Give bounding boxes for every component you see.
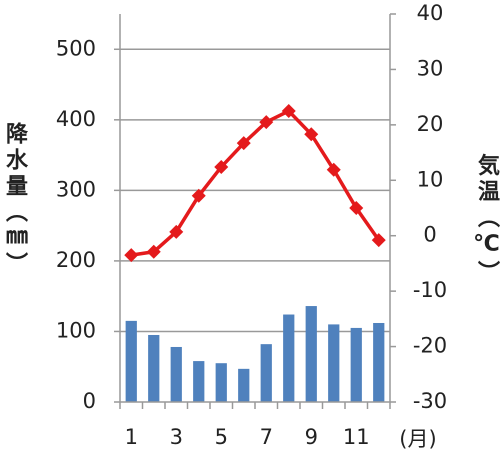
line xyxy=(130,108,381,257)
marker xyxy=(281,104,296,118)
marker xyxy=(326,162,341,177)
x-tick-label: 5 xyxy=(215,425,228,449)
y2-tick-label: 20 xyxy=(417,112,444,136)
y2-tick-label: 0 xyxy=(423,223,436,247)
bar xyxy=(148,334,160,402)
y-tick-label: 300 xyxy=(56,177,96,201)
marker xyxy=(304,127,319,142)
marker xyxy=(349,201,364,215)
marker xyxy=(146,244,161,259)
y2-axis-label: 気温（℃） xyxy=(473,153,500,287)
y-tick-label: 0 xyxy=(83,389,96,413)
bar xyxy=(238,368,250,402)
bar xyxy=(215,363,227,402)
bar xyxy=(125,320,137,402)
marker xyxy=(214,159,229,174)
bar xyxy=(305,306,317,402)
y-tick-label: 500 xyxy=(56,36,96,60)
y2-tick-label: 30 xyxy=(417,56,444,80)
y2-tick-label: 10 xyxy=(417,167,444,191)
x-tick-label: 11 xyxy=(343,425,370,449)
x-tick-label: 9 xyxy=(305,425,318,449)
bar xyxy=(328,324,340,402)
x-axis-label: (月) xyxy=(399,427,436,451)
bar xyxy=(373,322,385,402)
y-tick-label: 400 xyxy=(56,107,96,131)
x-tick-label: 7 xyxy=(260,425,273,449)
y-tick-label: 200 xyxy=(56,248,96,272)
marker xyxy=(236,136,251,151)
y2-tick-label: -20 xyxy=(413,334,447,358)
bar xyxy=(350,327,362,402)
x-tick-label: 3 xyxy=(170,425,183,449)
marker xyxy=(169,224,184,239)
marker xyxy=(191,188,206,203)
marker xyxy=(124,248,139,263)
bar xyxy=(193,361,205,402)
y-tick-label: 100 xyxy=(56,318,96,342)
x-tick-label: 1 xyxy=(125,425,138,449)
bar xyxy=(283,314,295,402)
marker xyxy=(371,233,386,248)
bar xyxy=(170,346,182,402)
y2-tick-label: -30 xyxy=(413,389,447,413)
y-axis-label: 降水量（㎜） xyxy=(2,122,28,278)
bar xyxy=(260,344,272,402)
marker xyxy=(259,115,274,130)
y2-tick-label: -10 xyxy=(413,278,447,302)
y2-tick-label: 40 xyxy=(417,1,444,25)
